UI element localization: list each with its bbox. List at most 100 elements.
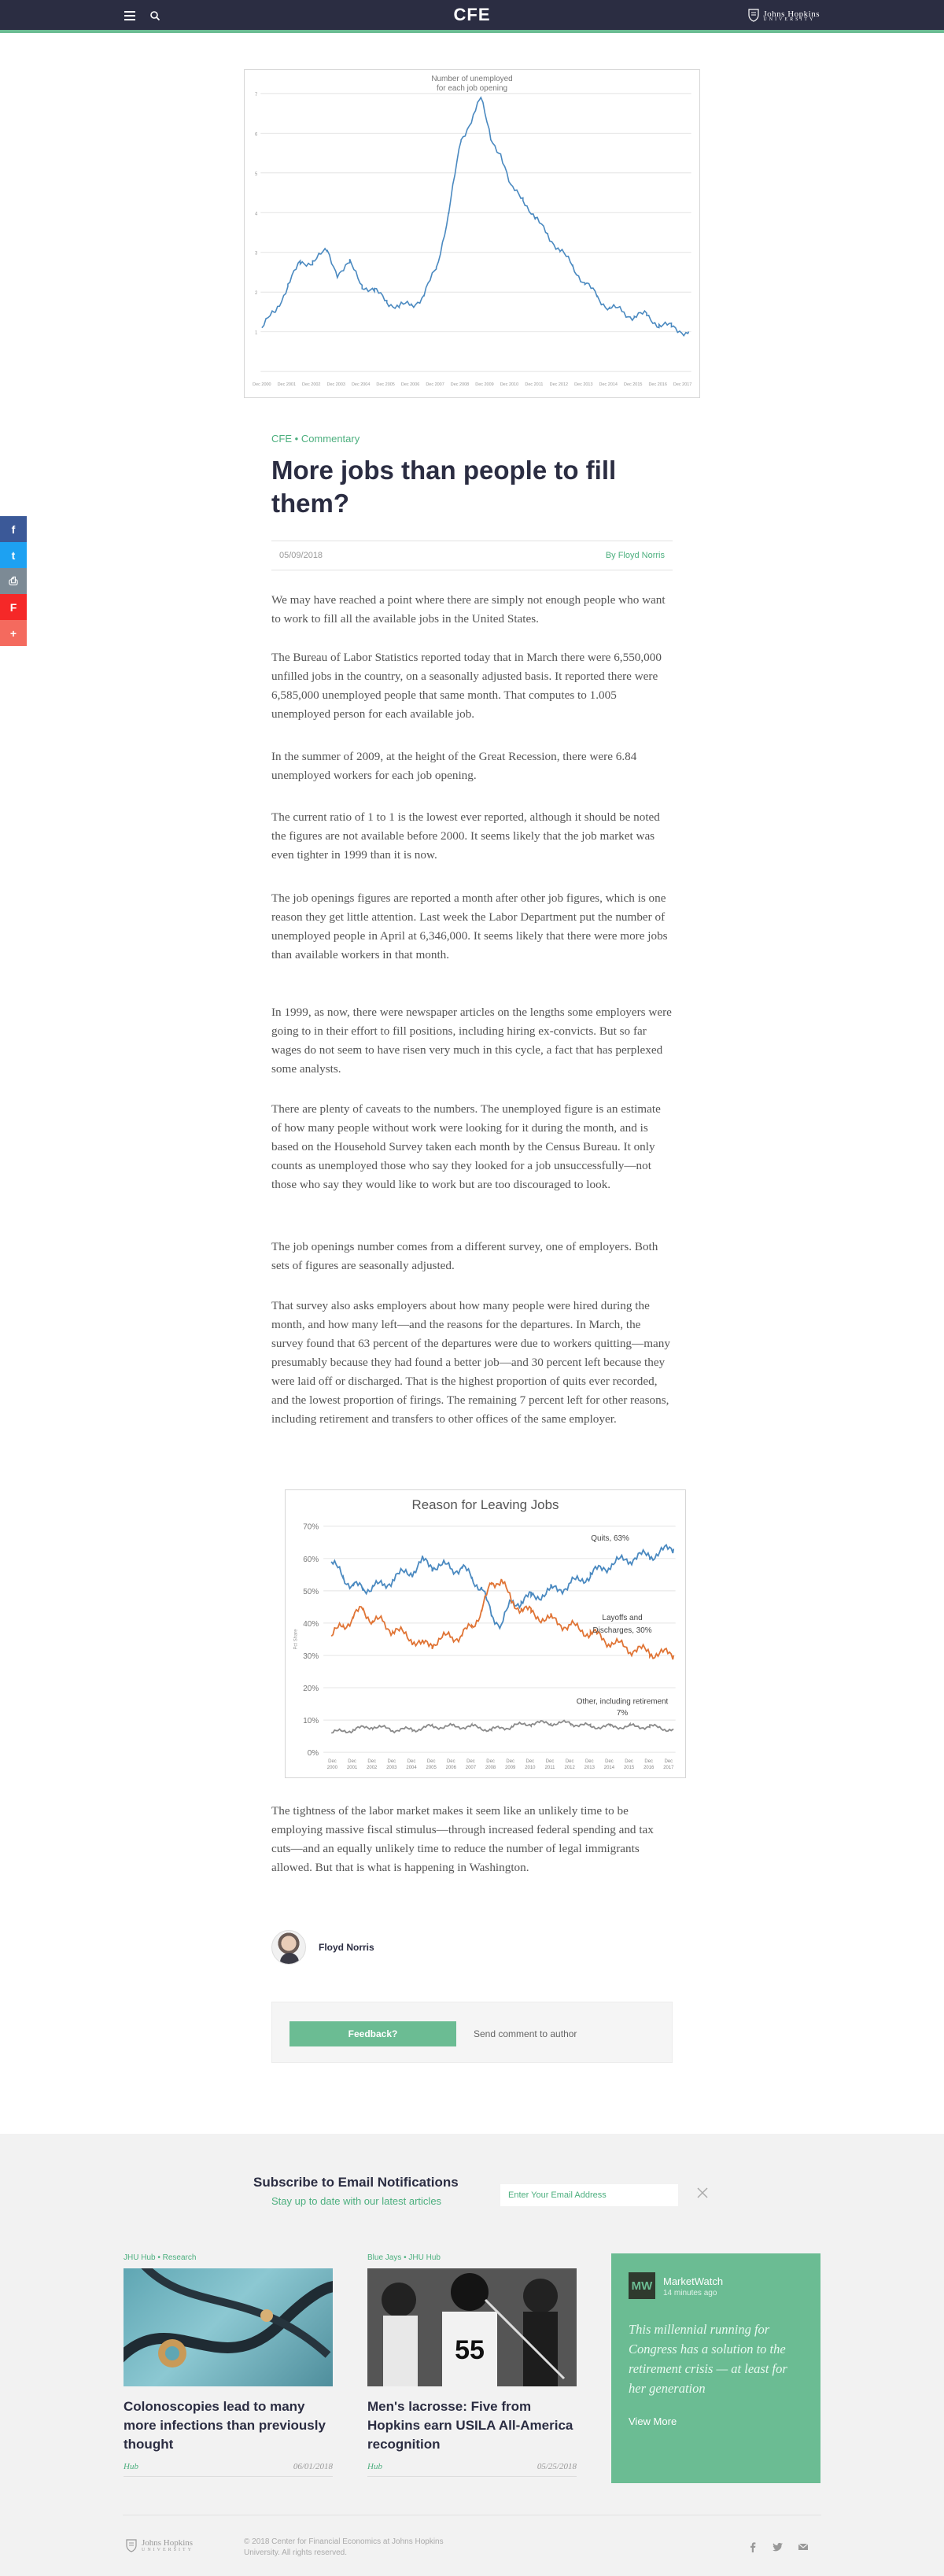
article-byline[interactable]: By Floyd Norris [605, 551, 665, 560]
marketwatch-logo: MW [629, 2272, 655, 2299]
x-tick-label: Dec 2000 [253, 382, 271, 387]
x-tick-label: 2012 [565, 1766, 576, 1770]
feedback-button[interactable]: Feedback? [289, 2021, 456, 2046]
card-footer: Hub 06/01/2018 [124, 2462, 333, 2477]
unemployed-per-opening-chart: Number of unemployed for each job opening… [244, 69, 700, 398]
card-footer: Hub 05/25/2018 [367, 2462, 577, 2477]
article-paragraph: In 1999, as now, there were newspaper ar… [271, 1006, 672, 1076]
card-image-colonoscopy[interactable] [124, 2268, 333, 2386]
article-paragraph: That survey also asks employers about ho… [271, 1299, 670, 1426]
x-tick-label: Dec 2005 [376, 382, 394, 387]
menu-icon[interactable] [124, 11, 135, 20]
card-category[interactable]: JHU Hub • Research [124, 2253, 197, 2262]
y-tick-label: 5 [255, 172, 258, 177]
x-tick-label: Dec 2012 [550, 382, 568, 387]
category-link[interactable]: CFE [271, 433, 292, 445]
data-series-line [331, 1719, 674, 1734]
news-card[interactable]: Blue Jays • JHU Hub 55 Men's lacrosse: F… [367, 2253, 577, 2477]
x-tick-label: Dec [605, 1759, 614, 1764]
y-tick-label: 1 [255, 331, 258, 336]
top-navigation-bar: CFE Johns Hopkins UNIVERSITY [0, 0, 944, 33]
article-meta: 05/09/2018 By Floyd Norris [271, 541, 673, 570]
article-paragraph: The current ratio of 1 to 1 is the lowes… [271, 810, 660, 862]
plus-icon[interactable]: + [0, 620, 27, 646]
x-tick-label: Dec [348, 1759, 356, 1764]
shield-icon [748, 9, 760, 22]
promo-source-name[interactable]: MarketWatch [663, 2275, 724, 2287]
close-icon[interactable] [695, 2186, 710, 2200]
footer-brand-name: Johns Hopkins [142, 2538, 194, 2548]
x-tick-label: Dec 2017 [673, 382, 691, 387]
x-tick-label: 2009 [505, 1766, 516, 1770]
x-tick-label: Dec [644, 1759, 653, 1764]
view-more-link[interactable]: View More [629, 2415, 677, 2427]
site-logo[interactable]: CFE [453, 5, 491, 24]
colonoscope-illustration [124, 2268, 333, 2367]
x-tick-label: Dec [407, 1759, 416, 1764]
article-paragraph: We may have reached a point where there … [271, 593, 666, 626]
x-tick-label: Dec [566, 1759, 574, 1764]
x-tick-label: 2003 [386, 1766, 397, 1770]
search-icon[interactable] [149, 10, 160, 21]
article-title: More jobs than people to fill them? [271, 456, 617, 518]
card-source[interactable]: Hub [367, 2462, 382, 2471]
promo-time: 14 minutes ago [663, 2289, 717, 2297]
x-tick-label: Dec 2016 [648, 382, 666, 387]
promo-quote[interactable]: This millennial running for Congress has… [629, 2322, 787, 2396]
flipboard-icon[interactable]: F [0, 594, 27, 620]
avatar[interactable] [271, 1930, 306, 1965]
card-title[interactable]: Colonoscopies lead to many more infectio… [124, 2399, 326, 2452]
jhu-brand-sub: UNIVERSITY [763, 17, 816, 22]
print-icon[interactable]: ⎙ [0, 568, 27, 594]
card-image-lacrosse[interactable]: 55 [367, 2268, 577, 2386]
x-tick-label: Dec [486, 1759, 495, 1764]
x-tick-label: Dec 2010 [500, 382, 518, 387]
card-source[interactable]: Hub [124, 2462, 138, 2471]
lacrosse-illustration: 55 [367, 2268, 577, 2386]
y-tick-label: 0% [308, 1749, 319, 1758]
x-tick-label: 2004 [406, 1766, 417, 1770]
subscribe-title: Subscribe to Email Notifications [253, 2175, 459, 2190]
author-name[interactable]: Floyd Norris [319, 1942, 374, 1953]
send-comment-link[interactable]: Send comment to author [474, 2028, 577, 2039]
card-category[interactable]: Blue Jays • JHU Hub [367, 2253, 441, 2262]
x-tick-label: 2005 [426, 1766, 437, 1770]
news-card[interactable]: JHU Hub • Research Colonoscopies lead to… [124, 2253, 333, 2477]
copyright-text: © 2018 Center for Financial Economics at… [244, 2537, 444, 2557]
data-series-line [330, 1543, 675, 1630]
jhu-brand-logo[interactable]: Johns Hopkins UNIVERSITY [748, 9, 820, 22]
x-tick-label: 2000 [327, 1766, 338, 1770]
y-axis-label: Pct Share [293, 1629, 298, 1650]
x-tick-label: 2002 [367, 1766, 378, 1770]
facebook-icon[interactable] [747, 2541, 758, 2552]
x-tick-label: Dec 2013 [574, 382, 592, 387]
x-tick-label: Dec [506, 1759, 514, 1764]
twitter-icon[interactable] [773, 2541, 784, 2552]
x-tick-label: Dec 2011 [525, 382, 543, 387]
y-tick-label: 40% [303, 1620, 319, 1629]
email-input[interactable] [500, 2184, 678, 2206]
x-tick-label: 2001 [347, 1766, 358, 1770]
twitter-icon[interactable]: t [0, 542, 27, 568]
article-category: CFE • Commentary [271, 433, 673, 445]
email-icon[interactable] [798, 2541, 809, 2552]
marketwatch-promo[interactable]: MW MarketWatch 14 minutes ago This mille… [611, 2253, 820, 2483]
x-tick-label: Dec 2015 [624, 382, 642, 387]
facebook-icon[interactable]: f [0, 516, 27, 542]
card-date: 06/01/2018 [293, 2462, 333, 2471]
feedback-box: Feedback? Send comment to author [271, 2002, 673, 2063]
footer-jhu-logo[interactable]: Johns Hopkins UNIVERSITY [126, 2538, 194, 2552]
x-tick-label: Dec [447, 1759, 455, 1764]
x-tick-label: 2016 [643, 1766, 655, 1770]
x-tick-label: Dec 2006 [401, 382, 419, 387]
reason-for-leaving-jobs-chart: Reason for Leaving Jobs 0% 10% 20% 30% 40% 50%… [285, 1489, 686, 1778]
x-tick-label: Dec [665, 1759, 673, 1764]
x-tick-label: Dec 2007 [426, 382, 444, 387]
card-title[interactable]: Men's lacrosse: Five from Hopkins earn U… [367, 2399, 573, 2452]
y-tick-label: 3 [255, 252, 258, 256]
y-tick-label: 50% [303, 1588, 319, 1596]
article-paragraph: The job openings figures are reported a … [271, 891, 668, 961]
category-separator: • [294, 433, 299, 445]
y-tick-label: 60% [303, 1556, 319, 1564]
subcategory-link[interactable]: Commentary [301, 433, 360, 445]
